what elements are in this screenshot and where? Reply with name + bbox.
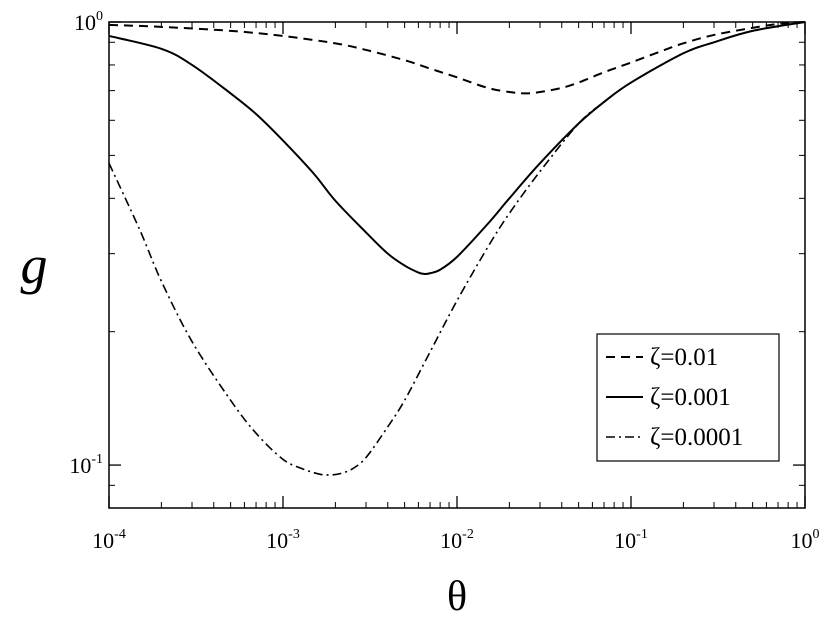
x-tick-label: 10-1 bbox=[614, 527, 648, 553]
series-line-2 bbox=[108, 21, 806, 476]
x-tick-label: 10-2 bbox=[440, 527, 474, 553]
series-line-1 bbox=[108, 21, 806, 275]
series-lines bbox=[108, 21, 806, 476]
x-tick-label-exp: 0 bbox=[813, 527, 820, 542]
x-tick-label-base: 10 bbox=[614, 528, 636, 553]
legend: ζ=0.01 ζ=0.001 ζ=0.0001 bbox=[596, 333, 780, 462]
y-tick-label-exp: -1 bbox=[91, 452, 103, 467]
legend-label-1: ζ=0.001 bbox=[650, 384, 731, 411]
y-axis-title: g bbox=[21, 235, 48, 295]
y-tick-label-exp: 0 bbox=[96, 9, 103, 24]
x-tick-label-base: 10 bbox=[791, 528, 813, 553]
x-tick-label-base: 10 bbox=[440, 528, 462, 553]
y-tick-label-base: 10 bbox=[74, 10, 96, 35]
x-tick-label-exp: -2 bbox=[462, 527, 474, 542]
major-ticks bbox=[108, 21, 806, 508]
legend-label-0: ζ=0.01 bbox=[650, 344, 718, 371]
y-tick-label: 10-1 bbox=[69, 452, 103, 478]
minor-ticks bbox=[109, 22, 805, 509]
x-tick-label: 10-3 bbox=[266, 527, 300, 553]
x-tick-label-base: 10 bbox=[266, 528, 288, 553]
x-tick-label-exp: -4 bbox=[114, 527, 126, 542]
x-tick-label: 100 bbox=[791, 527, 820, 553]
x-axis-title: θ bbox=[447, 574, 467, 619]
y-tick-label-base: 10 bbox=[69, 453, 91, 478]
x-tick-label-exp: -1 bbox=[636, 527, 648, 542]
legend-label-2: ζ=0.0001 bbox=[650, 424, 743, 451]
series-line-0 bbox=[108, 21, 806, 95]
x-tick-label-exp: -3 bbox=[288, 527, 300, 542]
x-tick-label-base: 10 bbox=[92, 528, 114, 553]
y-tick-label: 100 bbox=[74, 9, 103, 35]
x-tick-label: 10-4 bbox=[92, 527, 126, 553]
